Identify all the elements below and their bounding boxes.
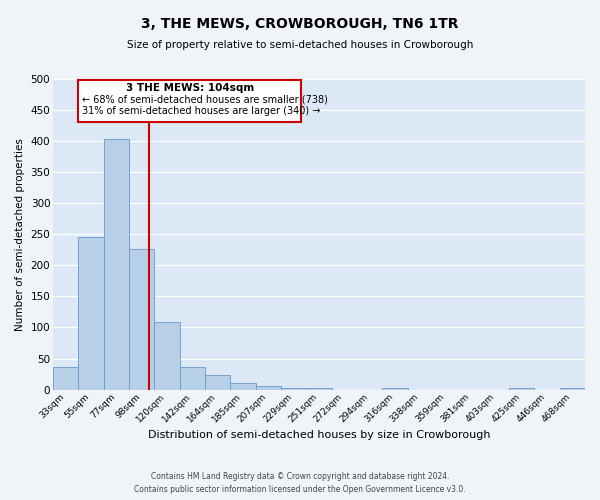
Bar [307,388,332,390]
X-axis label: Distribution of semi-detached houses by size in Crowborough: Distribution of semi-detached houses by … [148,430,490,440]
Bar [230,384,256,390]
Text: Contains HM Land Registry data © Crown copyright and database right 2024.: Contains HM Land Registry data © Crown c… [151,472,449,481]
Bar [79,237,104,390]
FancyBboxPatch shape [79,80,301,122]
Bar [281,388,307,390]
Text: Contains public sector information licensed under the Open Government Licence v3: Contains public sector information licen… [134,485,466,494]
Bar [560,388,585,390]
Bar [180,366,205,390]
Text: 3, THE MEWS, CROWBOROUGH, TN6 1TR: 3, THE MEWS, CROWBOROUGH, TN6 1TR [141,18,459,32]
Text: ← 68% of semi-detached houses are smaller (738): ← 68% of semi-detached houses are smalle… [82,94,328,104]
Y-axis label: Number of semi-detached properties: Number of semi-detached properties [15,138,25,330]
Text: 31% of semi-detached houses are larger (340) →: 31% of semi-detached houses are larger (… [82,106,320,116]
Text: Size of property relative to semi-detached houses in Crowborough: Size of property relative to semi-detach… [127,40,473,50]
Bar [129,249,154,390]
Bar [53,366,79,390]
Bar [382,388,407,390]
Bar [256,386,281,390]
Bar [205,376,230,390]
Bar [154,322,180,390]
Bar [104,140,129,390]
Text: 3 THE MEWS: 104sqm: 3 THE MEWS: 104sqm [126,82,254,92]
Bar [509,388,535,390]
